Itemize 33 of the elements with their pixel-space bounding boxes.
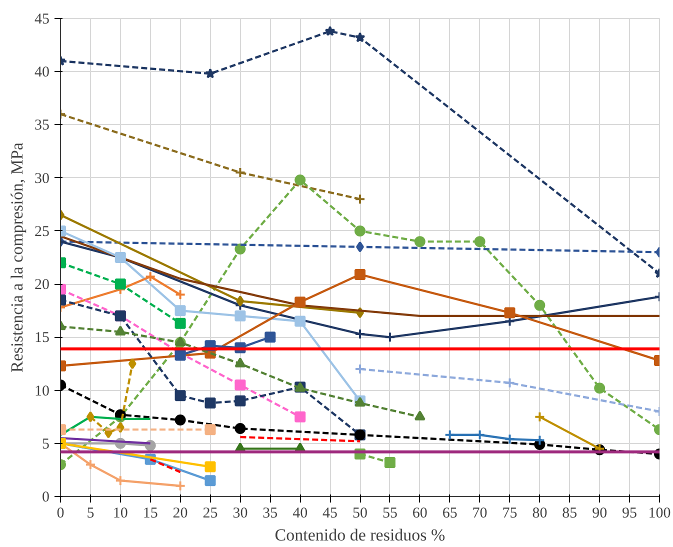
x-tick-label: 70 — [472, 506, 488, 522]
x-tick-label: 80 — [532, 506, 548, 522]
y-tick-label: 30 — [34, 170, 50, 187]
x-tick-label: 65 — [442, 506, 458, 522]
x-tick-label: 90 — [592, 506, 608, 522]
x-tick-label: 60 — [412, 506, 428, 522]
x-tick-label: 15 — [142, 506, 158, 522]
y-axis-title: Resistencia a la compresión, MPa — [8, 142, 26, 372]
y-tick-label: 20 — [34, 277, 50, 294]
x-tick-label: 5 — [86, 506, 94, 522]
x-tick-label: 95 — [622, 506, 638, 522]
x-tick-label: 20 — [172, 506, 188, 522]
y-tick-label: 35 — [34, 118, 50, 134]
x-tick-label: 10 — [112, 506, 128, 522]
x-tick-label: 0 — [56, 506, 64, 522]
x-tick-label: 85 — [562, 506, 578, 522]
x-tick-label: 30 — [232, 506, 248, 522]
x-tick-label: 25 — [202, 506, 218, 522]
y-tick-label: 0 — [42, 490, 50, 506]
y-tick-label: 25 — [34, 224, 50, 240]
x-tick-label: 100 — [648, 506, 671, 522]
x-axis-title: Contenido de residuos % — [274, 526, 446, 544]
x-tick-label: 75 — [502, 506, 518, 522]
y-tick-label: 5 — [42, 436, 50, 452]
x-tick-label: 50 — [352, 506, 368, 522]
y-tick-label: 45 — [34, 12, 50, 28]
y-tick-label: 15 — [34, 330, 50, 346]
y-tick-label: 10 — [34, 383, 50, 400]
x-tick-label: 55 — [382, 506, 398, 522]
x-tick-label: 35 — [262, 506, 278, 522]
x-tick-label: 45 — [322, 506, 338, 522]
x-tick-label: 40 — [292, 506, 308, 522]
y-tick-label: 40 — [34, 64, 50, 81]
